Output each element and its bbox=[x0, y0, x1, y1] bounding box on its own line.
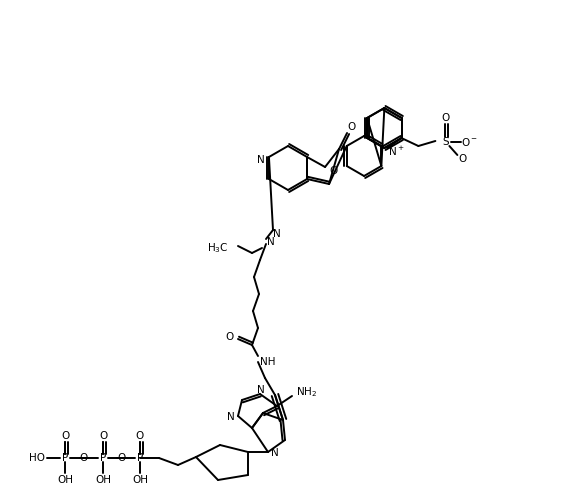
Text: O$^-$: O$^-$ bbox=[461, 136, 478, 148]
Text: S: S bbox=[442, 137, 449, 147]
Text: O: O bbox=[80, 453, 88, 463]
Text: N: N bbox=[267, 237, 275, 247]
Text: O: O bbox=[99, 431, 107, 441]
Text: OH: OH bbox=[57, 475, 73, 485]
Text: O: O bbox=[347, 122, 355, 132]
Text: O: O bbox=[61, 431, 69, 441]
Text: N: N bbox=[273, 229, 281, 239]
Text: OH: OH bbox=[132, 475, 148, 485]
Text: O: O bbox=[458, 154, 466, 164]
Text: H$_3$C: H$_3$C bbox=[207, 241, 229, 255]
Text: N: N bbox=[227, 412, 235, 422]
Text: N: N bbox=[257, 155, 265, 165]
Text: O: O bbox=[136, 431, 144, 441]
Text: O: O bbox=[329, 166, 337, 176]
Text: P: P bbox=[100, 453, 106, 463]
Text: N$^+$: N$^+$ bbox=[388, 145, 405, 158]
Text: O: O bbox=[226, 332, 234, 342]
Text: NH: NH bbox=[260, 357, 276, 367]
Text: N: N bbox=[257, 385, 265, 395]
Text: OH: OH bbox=[95, 475, 111, 485]
Text: N: N bbox=[271, 448, 279, 458]
Text: O: O bbox=[117, 453, 125, 463]
Text: O: O bbox=[441, 113, 450, 123]
Text: P: P bbox=[62, 453, 68, 463]
Text: HO: HO bbox=[29, 453, 45, 463]
Text: P: P bbox=[137, 453, 143, 463]
Text: NH$_2$: NH$_2$ bbox=[296, 385, 317, 399]
